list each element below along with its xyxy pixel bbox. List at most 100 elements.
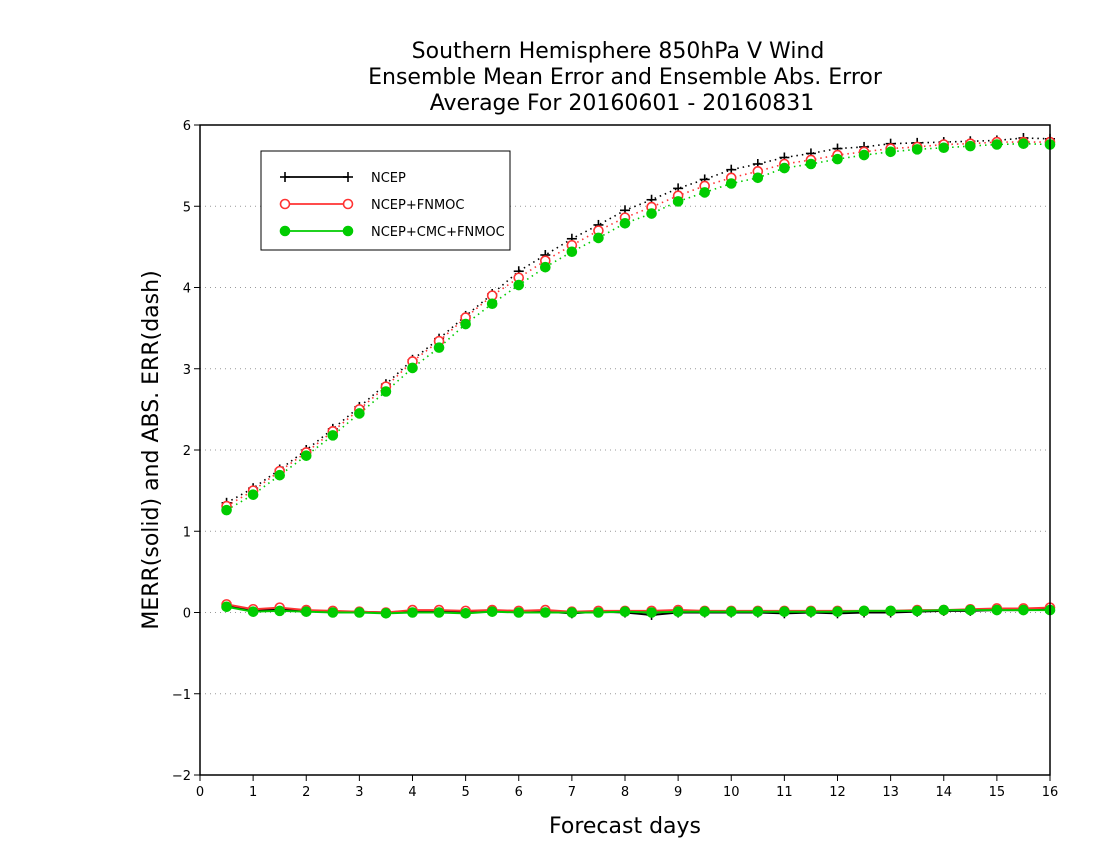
abs-err-point-ncep-cmc-fnmoc [858,149,870,161]
abs-err-point-ncep-cmc-fnmoc [646,208,657,219]
abs-err-point-ncep-cmc-fnmoc [327,430,339,441]
y-tick-label: 5 [183,200,191,215]
merr-point-ncep-cmc-fnmoc [327,607,339,618]
abs-err-point-ncep-cmc-fnmoc [1018,138,1029,149]
y-tick-label: 4 [183,282,191,297]
y-tick-label: −1 [172,688,191,703]
merr-point-ncep-cmc-fnmoc [540,607,551,618]
gridlines [200,205,1050,695]
x-tick-label: 11 [776,785,793,800]
x-tick-label: 13 [882,785,899,800]
abs-err-point-ncep-cmc-fnmoc [247,489,259,500]
chart-title-line-1: Southern Hemisphere 850hPa V Wind [412,39,825,64]
x-tick-label: 15 [989,785,1006,800]
merr-point-ncep-cmc-fnmoc [566,607,578,618]
x-tick-label: 1 [249,785,257,800]
abs-err-point-ncep-cmc-fnmoc [619,218,631,229]
legend-box [260,150,511,251]
merr-point-ncep-cmc-fnmoc [699,606,710,617]
merr-point-ncep-cmc-fnmoc [725,606,737,617]
x-tick-label: 4 [408,785,416,800]
x-tick-label: 3 [355,785,363,800]
y-tick-label: 2 [183,444,191,459]
abs-err-point-ncep-cmc-fnmoc [540,261,551,273]
series-layer [221,133,1056,620]
merr-point-ncep-cmc-fnmoc [911,605,923,617]
legend-marker [280,172,290,182]
legend-marker [342,225,354,237]
abs-err-point-ncep-cmc-fnmoc [965,140,976,152]
x-tick-label: 16 [1042,785,1059,800]
abs-err-point-ncep-cmc-fnmoc [300,450,312,461]
abs-err-point-ncep-cmc-fnmoc [566,246,578,258]
abs-err-point-ncep-cmc-fnmoc [779,162,790,174]
merr-point-ncep-cmc-fnmoc [433,607,445,618]
x-tick-label: 7 [568,785,576,800]
merr-point-ncep-cmc-fnmoc [752,606,764,617]
abs-err-point-ncep-cmc-fnmoc [805,158,817,170]
merr-point-ncep-cmc-fnmoc [965,604,976,616]
y-tick-label: −2 [172,769,191,784]
x-tick-label: 5 [461,785,469,800]
y-tick-label: 0 [183,607,191,622]
abs-err-point-ncep-cmc-fnmoc [513,279,525,291]
abs-err-point-ncep-cmc-fnmoc [407,362,418,374]
abs-err-point-ncep-cmc-fnmoc [486,298,498,310]
merr-point-ncep-cmc-fnmoc [619,606,631,617]
chart-title-line-3: Average For 20160601 - 20160831 [430,91,815,116]
merr-point-ncep-cmc-fnmoc [832,606,843,617]
abs-err-point-ncep-cmc-fnmoc [885,146,896,158]
abs-err-point-ncep-cmc-fnmoc [938,142,950,154]
merr-point-ncep-cmc-fnmoc [486,606,498,617]
abs-err-point-ncep-cmc-fnmoc [380,386,392,397]
y-tick-label: 3 [183,363,191,378]
abs-err-point-ncep-cmc-fnmoc [274,469,285,481]
abs-err-point-ncep-cmc-fnmoc [699,187,710,198]
chart-title-line-2: Ensemble Mean Error and Ensemble Abs. Er… [368,65,883,90]
legend-label: NCEP [371,171,406,186]
legend-marker [342,198,354,210]
abs-err-point-ncep-cmc-fnmoc [433,342,445,353]
abs-err-point-ncep-cmc-fnmoc [752,172,764,184]
legend-label: NCEP+CMC+FNMOC [371,225,505,240]
abs-err-point-ncep-cmc-fnmoc [911,144,923,155]
merr-point-ncep-cmc-fnmoc [513,607,525,618]
abs-err-point-ncep-cmc-fnmoc [354,408,365,419]
abs-err-point-ncep-cmc-fnmoc [221,504,232,516]
x-axis-title: Forecast days [549,814,701,839]
legend-marker [279,198,291,210]
merr-point-ncep-cmc-fnmoc [593,607,604,618]
merr-point-ncep-cmc-fnmoc [1018,604,1029,616]
merr-point-ncep-cmc-fnmoc [991,604,1003,616]
merr-point-ncep-cmc-fnmoc [407,607,418,618]
y-axis-title: MERR(solid) and ABS. ERR(dash) [139,270,164,629]
merr-point-ncep-cmc-fnmoc [300,606,312,617]
abs-err-point-ncep-cmc-fnmoc [991,139,1003,150]
x-tick-label: 9 [674,785,682,800]
merr-point-ncep-cmc-fnmoc [672,606,684,617]
merr-point-ncep-cmc-fnmoc [885,605,896,617]
legend-label: NCEP+FNMOC [371,198,464,213]
merr-point-ncep-cmc-fnmoc [380,608,392,619]
y-tick-label: 6 [183,119,191,134]
x-tick-label: 0 [196,785,204,800]
x-tick-label: 2 [302,785,310,800]
merr-point-ncep-cmc-fnmoc [274,605,285,617]
merr-point-ncep-cmc-fnmoc [779,606,790,617]
x-tick-label: 8 [621,785,629,800]
abs-err-line-ncep-cmc-fnmoc [226,142,1051,511]
abs-err-point-ncep-cmc-fnmoc [460,318,471,330]
legend-marker [343,172,353,182]
x-tick-label: 10 [723,785,740,800]
y-tick-label: 1 [183,525,191,540]
x-tick-label: 6 [515,785,523,800]
merr-point-ncep-cmc-fnmoc [938,604,950,616]
legend-marker [279,225,291,237]
x-tick-label: 14 [935,785,952,800]
merr-point-ncep-cmc-fnmoc [646,607,657,618]
abs-err-point-ncep-cmc-fnmoc [725,178,737,189]
abs-err-point-ncep-cmc-fnmoc [593,232,604,244]
merr-point-ncep-cmc-fnmoc [805,606,817,617]
